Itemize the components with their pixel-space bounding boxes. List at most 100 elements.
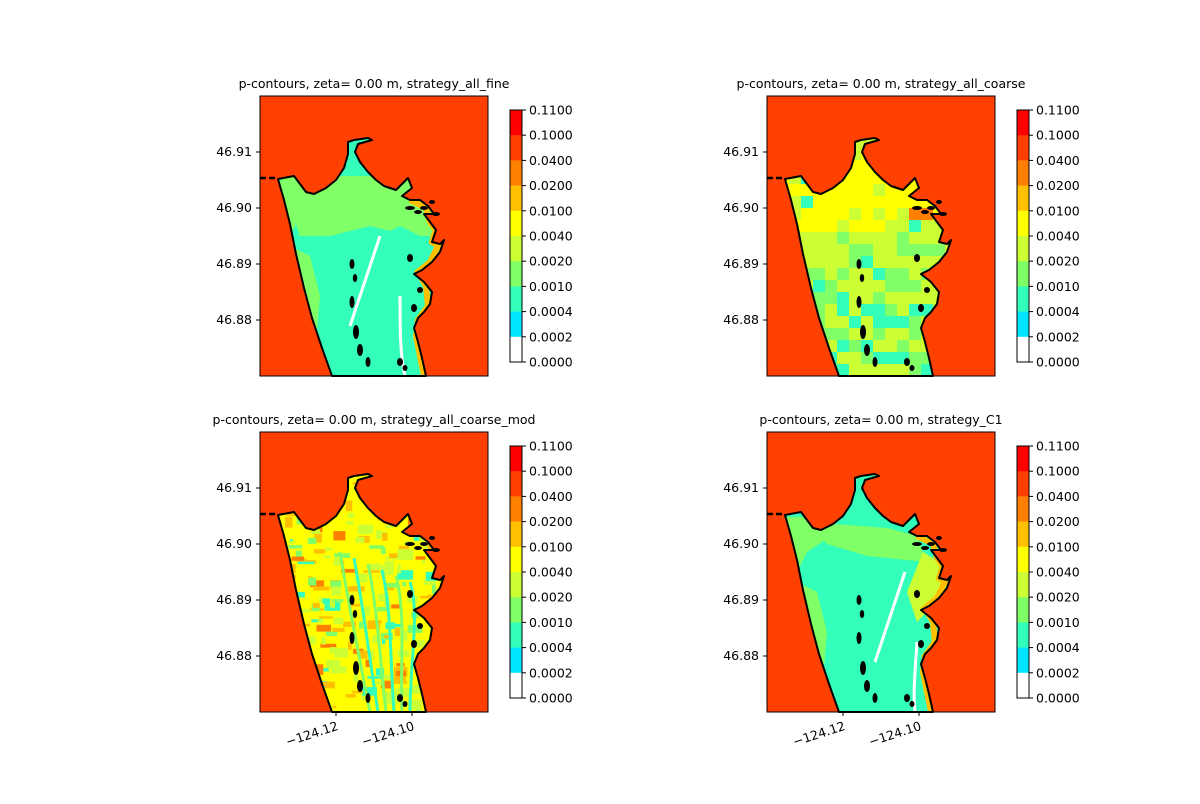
contour-cell xyxy=(849,196,861,208)
contour-patch xyxy=(370,681,385,685)
colorbar-tick-label: 0.0020 xyxy=(529,590,573,605)
contour-cell xyxy=(873,220,885,232)
contour-patch xyxy=(297,561,315,565)
contour-cell xyxy=(837,304,849,316)
contour-patch xyxy=(321,637,326,645)
island xyxy=(432,212,440,216)
island xyxy=(914,590,920,598)
colorbar-segment xyxy=(510,496,522,522)
y-tick-label: 46.91 xyxy=(216,144,252,159)
contour-cell xyxy=(909,352,921,364)
contour-patch xyxy=(347,513,355,518)
contour-patch xyxy=(415,556,426,560)
y-axis-ticks: 46.91 46.90 46.89 46.88 xyxy=(723,480,767,663)
channel-white xyxy=(912,641,919,712)
island xyxy=(397,358,403,366)
colorbar-segment xyxy=(1017,471,1029,497)
island xyxy=(429,200,435,204)
y-tick-label: 46.91 xyxy=(723,480,759,495)
contour-patch xyxy=(361,696,368,701)
island xyxy=(365,693,371,703)
contour-patch xyxy=(329,647,337,654)
island xyxy=(349,595,355,605)
colorbar-segment xyxy=(510,672,522,699)
y-tick-label: 46.89 xyxy=(723,592,759,607)
island xyxy=(357,344,363,356)
panel-strategy-all-coarse-mod: p-contours, zeta= 0.00 m, strategy_all_c… xyxy=(213,412,573,749)
contour-patch xyxy=(322,598,333,604)
colorbar-segment xyxy=(510,311,522,338)
island xyxy=(912,542,922,546)
contour-patch xyxy=(397,570,414,580)
contour-cell xyxy=(801,196,813,208)
y-tick-label: 46.88 xyxy=(216,312,252,327)
island xyxy=(429,536,435,540)
contour-cell xyxy=(861,184,873,196)
colorbar-tick-label: 0.0020 xyxy=(1036,254,1080,269)
contour-cell xyxy=(897,196,909,208)
contour-cell xyxy=(873,268,885,280)
contour-patch xyxy=(423,580,437,585)
contour-cell xyxy=(837,208,849,220)
contour-patch xyxy=(324,547,332,551)
colorbar-segment xyxy=(510,647,522,674)
colorbar-tick-label: 0.0400 xyxy=(529,489,573,504)
contour-cell xyxy=(825,220,837,232)
contour-cell xyxy=(813,208,825,220)
colorbar-tick-label: 0.0010 xyxy=(529,615,573,630)
island xyxy=(402,701,408,707)
island xyxy=(352,274,358,282)
island xyxy=(420,542,428,546)
colorbar-tick-label: 0.1000 xyxy=(1036,128,1080,143)
contour-patch xyxy=(368,620,382,624)
island xyxy=(420,206,428,210)
contour-patch xyxy=(424,542,431,551)
island xyxy=(904,358,910,366)
colorbar-tick-label: 0.0400 xyxy=(1036,153,1080,168)
contour-region xyxy=(907,552,945,622)
contour-cell xyxy=(861,172,873,184)
contour-patch xyxy=(343,621,356,627)
contour-patch xyxy=(363,606,371,616)
contour-cell xyxy=(909,244,921,256)
contour-patch xyxy=(333,617,341,624)
contour-cell xyxy=(861,304,873,316)
island xyxy=(407,254,413,262)
contour-cell xyxy=(909,304,921,316)
y-tick-label: 46.89 xyxy=(216,256,252,271)
contour-cell xyxy=(885,268,897,280)
contour-patch xyxy=(330,668,340,674)
contour-patch xyxy=(320,643,337,648)
colorbar-tick-label: 0.0002 xyxy=(529,329,573,344)
contour-patch xyxy=(329,598,336,608)
contour-patch xyxy=(310,580,325,588)
contour-patch xyxy=(353,673,359,682)
contour-cell xyxy=(825,292,837,304)
colorbar-tick-label: 0.0004 xyxy=(529,304,573,319)
contour-patch xyxy=(365,659,372,668)
contour-cell xyxy=(885,196,897,208)
colorbar-segment xyxy=(510,160,522,186)
colorbar: 0.1100 0.1000 0.0400 0.0200 0.0100 0.0040 0.00… xyxy=(1016,103,1080,370)
colorbar-segment xyxy=(1017,110,1029,136)
plot-frame xyxy=(259,95,489,377)
contour-patch xyxy=(380,680,393,689)
y-tick-label: 46.88 xyxy=(216,648,252,663)
y-tick-label: 46.90 xyxy=(723,200,759,215)
contour-patch xyxy=(291,556,305,561)
channel-streak xyxy=(352,557,380,712)
colorbar-segment xyxy=(510,261,522,287)
contour-cell xyxy=(849,184,861,196)
island xyxy=(859,610,865,618)
contour-patch xyxy=(369,545,384,549)
colorbar: 0.1100 0.1000 0.0400 0.0200 0.0100 0.0040 0.00… xyxy=(509,103,573,370)
contour-cell xyxy=(813,196,825,208)
contour-cell xyxy=(837,184,849,196)
contour-patch xyxy=(316,624,332,632)
contour-patch xyxy=(334,648,348,658)
colorbar-segment xyxy=(1017,210,1029,237)
contour-patch xyxy=(352,690,363,694)
contour-patch xyxy=(389,553,403,559)
contour-cell xyxy=(885,208,897,220)
colorbar-segment xyxy=(510,336,522,363)
